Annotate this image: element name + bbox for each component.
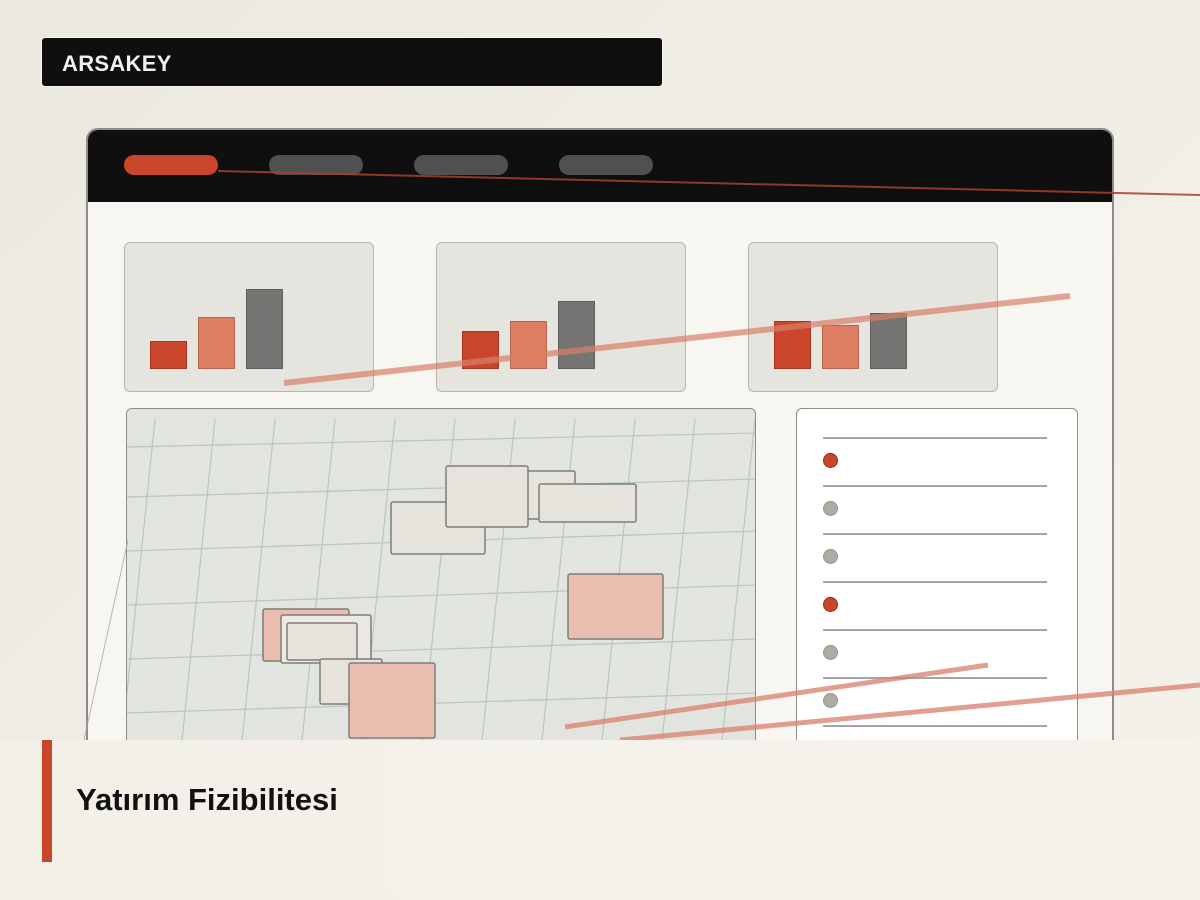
parcel[interactable] (286, 622, 358, 661)
nav-pill-4[interactable] (559, 155, 653, 175)
kpi-chart-card-2 (436, 242, 686, 392)
list-divider (823, 677, 1047, 679)
parcel-highlighted[interactable] (348, 662, 436, 739)
nav-pill-2[interactable] (269, 155, 363, 175)
brand-header: ARSAKEY (42, 38, 662, 86)
bar-3-3 (870, 313, 907, 369)
list-item-status-dot[interactable] (823, 501, 838, 516)
bar-1-3 (246, 289, 283, 369)
list-divider (823, 533, 1047, 535)
bar-2-2 (510, 321, 547, 369)
accent-bar (42, 740, 52, 862)
parcel[interactable] (445, 465, 529, 528)
bar-1-2 (198, 317, 235, 369)
bar-1-1 (150, 341, 187, 369)
list-divider (823, 725, 1047, 727)
dashboard-mockup (86, 128, 1114, 768)
parcel-list-panel (796, 408, 1078, 766)
list-divider (823, 581, 1047, 583)
parcel-map (127, 418, 755, 766)
parcel-map-panel[interactable] (126, 408, 756, 766)
bar-3-1 (774, 321, 811, 369)
list-item-status-dot[interactable] (823, 645, 838, 660)
list-item-status-dot[interactable] (823, 693, 838, 708)
list-divider (823, 485, 1047, 487)
list-item-status-dot[interactable] (823, 597, 838, 612)
parcel[interactable] (538, 483, 637, 523)
slide-title: Yatırım Fizibilitesi (76, 782, 338, 817)
app-topbar (88, 130, 1112, 202)
nav-pill-3[interactable] (414, 155, 508, 175)
bar-3-2 (822, 325, 859, 369)
list-item-status-dot[interactable] (823, 549, 838, 564)
bar-2-1 (462, 331, 499, 369)
kpi-chart-card-1 (124, 242, 374, 392)
parcel-highlighted[interactable] (567, 573, 664, 640)
bar-2-3 (558, 301, 595, 369)
list-item-status-dot[interactable] (823, 453, 838, 468)
brand-name: ARSAKEY (62, 51, 172, 76)
kpi-chart-card-3 (748, 242, 998, 392)
nav-pill-1[interactable] (124, 155, 218, 175)
list-divider (823, 437, 1047, 439)
map-parcels (262, 465, 664, 739)
list-divider (823, 629, 1047, 631)
footer-band (0, 740, 1200, 900)
